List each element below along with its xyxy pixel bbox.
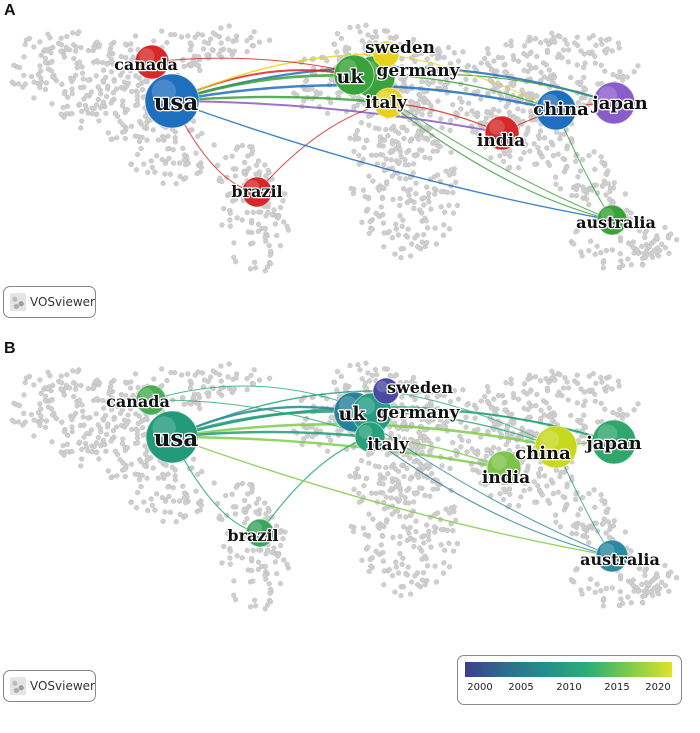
country-node-usa	[144, 73, 200, 129]
link-edge	[171, 436, 613, 557]
country-node-italy	[373, 87, 405, 119]
scale-tick: 2010	[556, 682, 582, 693]
node-label-japan: japan	[590, 93, 648, 114]
link-edge	[171, 390, 387, 438]
country-node-australia	[596, 204, 628, 236]
node-label-uk: uk	[339, 403, 367, 425]
country-node-india	[484, 115, 520, 151]
vosviewer-badge-text: VOSviewer	[29, 679, 95, 693]
node-label-usa: usa	[154, 89, 199, 116]
link-edge	[385, 53, 557, 111]
country-node-australia	[595, 539, 629, 573]
vosviewer-logo-icon	[10, 293, 26, 311]
link-edge	[171, 435, 505, 470]
vosviewer-logo-icon	[10, 677, 26, 695]
node-label-australia: australia	[580, 550, 660, 569]
country-node-china	[534, 425, 578, 469]
node-label-italy: italy	[365, 93, 408, 113]
link-edge	[353, 411, 613, 557]
country-node-india	[486, 450, 522, 486]
scale-tick: 2005	[508, 682, 534, 693]
link-edge	[371, 410, 615, 443]
node-label-japan: japan	[584, 433, 642, 454]
node-label-germany: germany	[377, 61, 461, 81]
country-node-china	[535, 89, 577, 131]
node-label-china: china	[515, 443, 571, 464]
node-label-india: india	[477, 131, 525, 151]
color-scale-gradient	[465, 662, 672, 677]
link-edge	[388, 102, 613, 221]
node-label-usa: usa	[154, 425, 199, 452]
link-edge	[171, 53, 387, 102]
country-node-italy	[354, 421, 386, 453]
node-label-australia: australia	[576, 213, 656, 232]
country-node-sweden	[372, 377, 400, 405]
link-edge	[171, 100, 503, 134]
node-label-brazil: brazil	[231, 182, 282, 201]
node-label-sweden: sweden	[365, 38, 435, 58]
scale-tick: 2000	[467, 682, 493, 693]
link-edge	[369, 436, 613, 557]
country-node-brazil	[241, 176, 273, 208]
node-label-italy: italy	[367, 435, 410, 455]
country-node-japan	[592, 81, 636, 125]
scale-tick: 2015	[604, 682, 630, 693]
panel-a-label: A	[4, 2, 16, 19]
vosviewer-badge-text: VOSviewer	[29, 295, 95, 309]
vosviewer-badge-b: VOSviewer	[3, 670, 96, 702]
vosviewer-badge-a: VOSviewer	[3, 286, 96, 318]
country-node-sweden	[372, 40, 400, 68]
country-node-usa	[145, 410, 199, 464]
network-map-b: canada usa brazil uk germany sweden italy india…	[9, 360, 680, 612]
node-label-sweden: sweden	[387, 378, 453, 397]
node-label-uk: uk	[337, 66, 365, 88]
link-edge	[373, 73, 615, 104]
country-node-japan	[591, 419, 637, 465]
panel-a-cluster-map: A canada usa brazil uk germany sweden italy ind…	[0, 0, 700, 330]
node-label-canada: canada	[106, 392, 170, 411]
year-color-scale: 2000 2005 2010 2015 2020	[457, 655, 682, 705]
country-node-canada	[134, 44, 170, 80]
link-edge	[385, 390, 557, 448]
node-label-brazil: brazil	[227, 526, 278, 545]
link-edge	[256, 102, 390, 193]
country-node-uk	[333, 54, 375, 96]
node-label-canada: canada	[114, 55, 178, 74]
panel-b-label: B	[4, 340, 16, 357]
country-node-brazil	[245, 518, 275, 548]
node-label-china: china	[533, 99, 589, 120]
node-label-india: india	[482, 468, 530, 488]
node-label-germany: germany	[377, 403, 461, 423]
network-map-a: canada usa brazil uk germany sweden italy india…	[9, 22, 680, 274]
panel-b-overlay-map: B canada usa brazil uk germany sweden italy ind…	[0, 338, 700, 733]
country-node-canada	[135, 384, 167, 416]
scale-tick: 2020	[645, 682, 671, 693]
link-edge	[171, 100, 613, 221]
